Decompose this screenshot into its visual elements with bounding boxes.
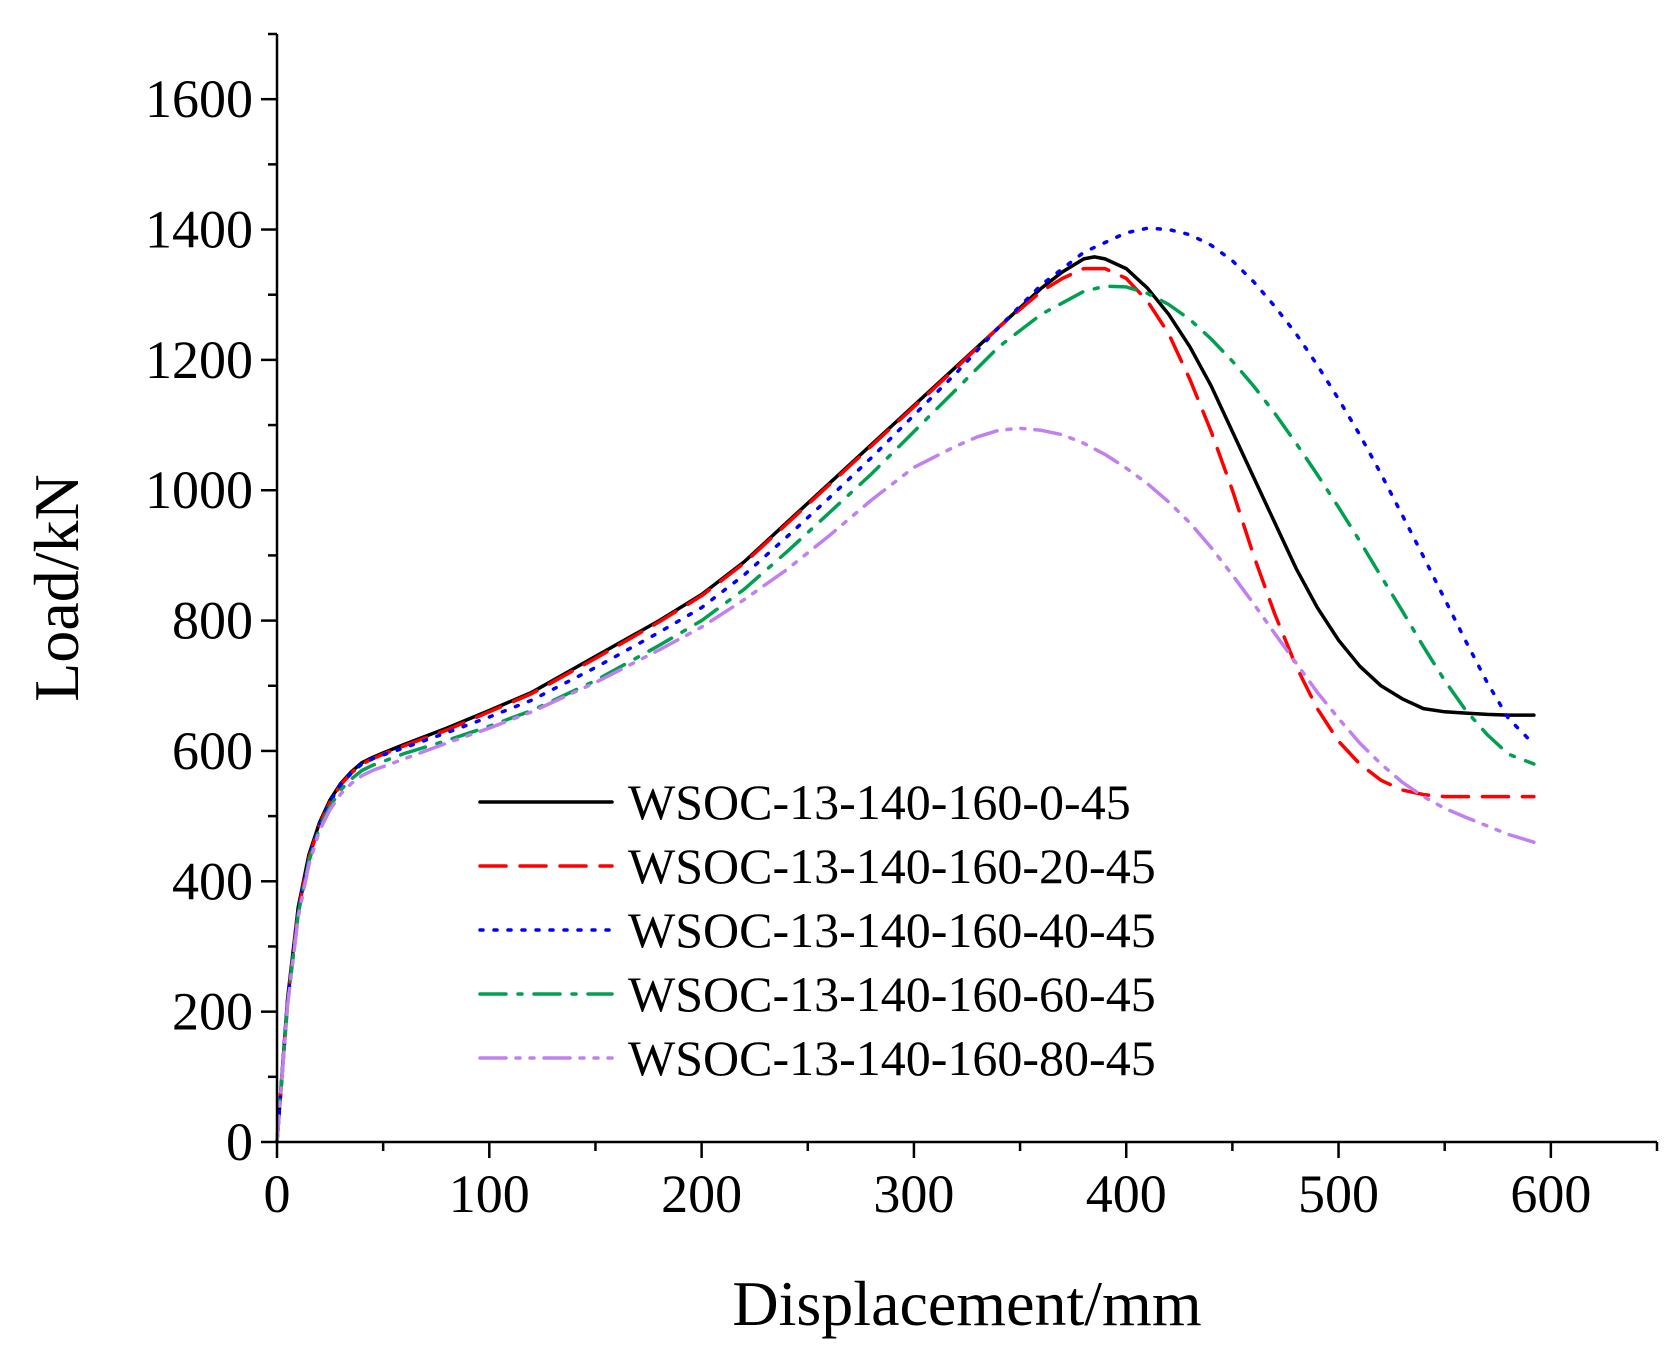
legend-label-4: WSOC-13-140-160-80-45: [628, 1030, 1156, 1086]
y-tick-label: 1000: [145, 460, 253, 520]
y-tick-label: 0: [226, 1112, 253, 1172]
legend: WSOC-13-140-160-0-45 WSOC-13-140-160-20-4…: [478, 774, 1156, 1086]
x-tick-label: 400: [1086, 1164, 1167, 1224]
y-tick-label: 600: [172, 721, 253, 781]
legend-label-3: WSOC-13-140-160-60-45: [628, 966, 1156, 1022]
legend-label-2: WSOC-13-140-160-40-45: [628, 902, 1156, 958]
legend-label-0: WSOC-13-140-160-0-45: [628, 774, 1131, 830]
y-tick-label: 400: [172, 851, 253, 911]
x-axis-title: Displacement/mm: [732, 1268, 1201, 1339]
x-tick-label: 500: [1298, 1164, 1379, 1224]
series-line-4: [275, 426, 1536, 1144]
series-line-2: [275, 226, 1536, 1144]
x-tick-label: 200: [661, 1164, 742, 1224]
plot-area: [275, 226, 1536, 1144]
y-tick-label: 200: [172, 982, 253, 1042]
legend-label-1: WSOC-13-140-160-20-45: [628, 838, 1156, 894]
x-tick-label: 300: [873, 1164, 954, 1224]
x-tick-label: 100: [449, 1164, 530, 1224]
x-tick-label: 600: [1510, 1164, 1591, 1224]
y-tick-label: 1400: [145, 200, 253, 260]
series-line-3: [275, 284, 1536, 1144]
y-tick-label: 800: [172, 591, 253, 651]
y-tick-label: 1200: [145, 330, 253, 390]
y-axis-title: Load/kN: [21, 474, 92, 702]
axes: 0 100 200 300 400 500 600 0 200 400 600 800 1000 1200…: [145, 32, 1659, 1224]
x-tick-label: 0: [264, 1164, 291, 1224]
y-tick-label: 1600: [145, 69, 253, 129]
